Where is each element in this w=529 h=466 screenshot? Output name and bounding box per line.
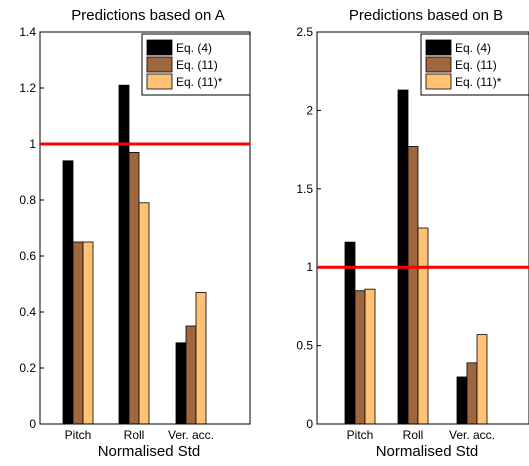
y-tick-label: 0.8 [19, 193, 36, 207]
y-tick-label: 2.5 [296, 25, 313, 39]
bar [417, 227, 429, 425]
legend-swatch [146, 56, 173, 73]
legend-label: Eq. (11) [455, 58, 497, 72]
y-tick-label: 0.2 [19, 361, 36, 375]
y-tick-label: 2 [306, 103, 313, 117]
y-tick-label: 0.4 [19, 305, 36, 319]
bar [476, 334, 488, 425]
bar [344, 241, 356, 425]
legend-swatch [425, 39, 452, 56]
bar [185, 325, 197, 425]
bar [407, 146, 419, 425]
y-tick-label: 1.4 [19, 25, 36, 39]
legend-label: Eq. (11)* [455, 75, 502, 89]
panel-predictions-b: Predictions based on B 0 0.5 1 1.5 2 2.5 Pitch R… [296, 7, 529, 460]
x-tick-label: Ver. acc. [449, 428, 495, 442]
y-tick-label: 1 [306, 260, 313, 274]
y-tick-label: 1.5 [296, 182, 313, 196]
bar [466, 362, 478, 425]
x-tick-label: Roll [124, 428, 145, 442]
plot-frame [39, 31, 251, 425]
x-axis-label: Normalised Std [376, 443, 479, 460]
y-tick-label: 1 [29, 137, 36, 151]
y-tick-label: 0 [29, 417, 36, 431]
legend-label: Eq. (4) [455, 41, 491, 55]
x-tick-label: Pitch [65, 428, 92, 442]
legend: Eq. (4) Eq. (11) Eq. (11)* [141, 33, 251, 96]
legend-swatch [146, 73, 173, 90]
bar [62, 160, 74, 425]
bar [82, 241, 94, 425]
chart-title: Predictions based on B [349, 7, 503, 24]
bar [138, 202, 150, 425]
legend-label: Eq. (4) [176, 41, 212, 55]
y-tick-label: 1.2 [19, 81, 36, 95]
y-tick-label: 0.5 [296, 339, 313, 353]
x-tick-label: Roll [403, 428, 424, 442]
bar [195, 291, 207, 425]
bar [118, 84, 130, 425]
legend-swatch [146, 39, 173, 56]
panel-predictions-a: Predictions based on A 0 0.2 0.4 0.6 0.8 1 1.2 1… [19, 7, 251, 460]
bar [72, 241, 84, 425]
legend-swatch [425, 56, 452, 73]
bar [456, 376, 468, 425]
y-tick-label: 0 [306, 417, 313, 431]
legend-swatch [425, 73, 452, 90]
bar [397, 89, 409, 425]
x-tick-label: Pitch [347, 428, 374, 442]
legend-label: Eq. (11)* [176, 75, 223, 89]
bar [175, 342, 187, 425]
x-axis-label: Normalised Std [98, 443, 201, 460]
plot-frame [316, 31, 529, 425]
y-tick-label: 0.6 [19, 249, 36, 263]
legend-label: Eq. (11) [176, 58, 218, 72]
bar [354, 290, 366, 425]
bar [128, 151, 140, 425]
chart-title: Predictions based on A [71, 7, 224, 24]
legend: Eq. (4) Eq. (11) Eq. (11)* [420, 33, 529, 96]
bar [364, 288, 376, 425]
x-tick-label: Ver. acc. [168, 428, 214, 442]
